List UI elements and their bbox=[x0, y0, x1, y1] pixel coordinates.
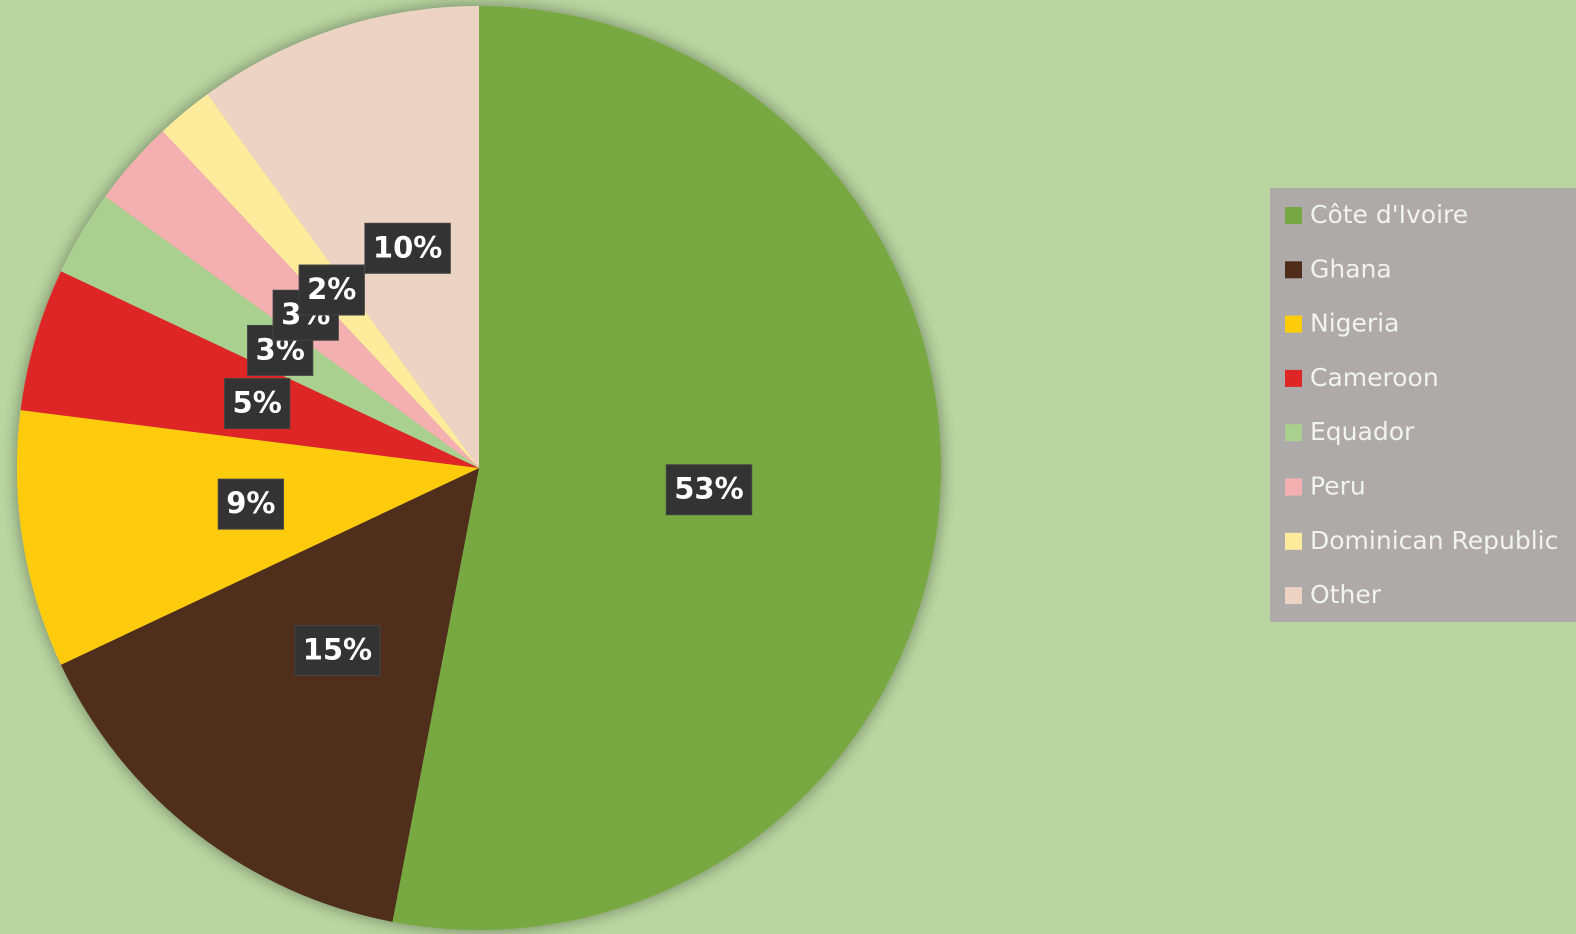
data-label-box bbox=[364, 222, 451, 274]
data-label-text: 53% bbox=[674, 472, 743, 506]
legend-label: Cameroon bbox=[1310, 363, 1439, 392]
data-label: 9% bbox=[217, 478, 284, 530]
legend-swatch bbox=[1285, 207, 1302, 224]
legend-swatch bbox=[1285, 261, 1302, 279]
data-label-text: 10% bbox=[373, 230, 442, 264]
data-label-text: 15% bbox=[303, 633, 372, 667]
legend-label: Other bbox=[1310, 580, 1382, 609]
legend-swatch bbox=[1285, 315, 1302, 333]
data-label: 15% bbox=[294, 625, 381, 677]
data-label-box bbox=[665, 464, 753, 516]
legend-label: Peru bbox=[1310, 472, 1366, 501]
legend-label: Nigeria bbox=[1310, 309, 1399, 338]
data-label-box bbox=[298, 264, 365, 316]
data-label-box bbox=[294, 625, 381, 677]
legend: Côte d'Ivoire Ghana Nigeria Cameroon Equador… bbox=[1285, 200, 1558, 609]
legend-label: Dominican Republic bbox=[1310, 526, 1558, 555]
data-labels: 53%15%9%5%3%3%2%10% bbox=[217, 222, 753, 677]
data-label: 10% bbox=[364, 222, 451, 274]
data-label: 2% bbox=[298, 264, 365, 316]
legend-swatch bbox=[1285, 478, 1302, 496]
legend-swatch bbox=[1285, 424, 1302, 442]
slice bbox=[207, 6, 479, 468]
legend-label: Ghana bbox=[1310, 254, 1392, 283]
pie bbox=[17, 6, 941, 930]
data-label-box bbox=[217, 478, 284, 530]
legend-swatch bbox=[1285, 587, 1302, 605]
legend-label: Côte d'Ivoire bbox=[1310, 200, 1468, 229]
slice bbox=[60, 468, 479, 922]
data-label-text: 9% bbox=[226, 486, 275, 520]
data-label-text: 5% bbox=[233, 386, 282, 420]
data-label: 53% bbox=[665, 464, 753, 516]
data-label: 5% bbox=[224, 378, 291, 430]
legend-label: Equador bbox=[1310, 417, 1415, 446]
data-label-box bbox=[224, 378, 291, 430]
data-label-text: 2% bbox=[307, 272, 356, 306]
slice bbox=[17, 410, 480, 665]
legend-swatch bbox=[1285, 369, 1302, 387]
legend-box bbox=[1270, 188, 1576, 622]
legend-swatch bbox=[1285, 532, 1302, 550]
